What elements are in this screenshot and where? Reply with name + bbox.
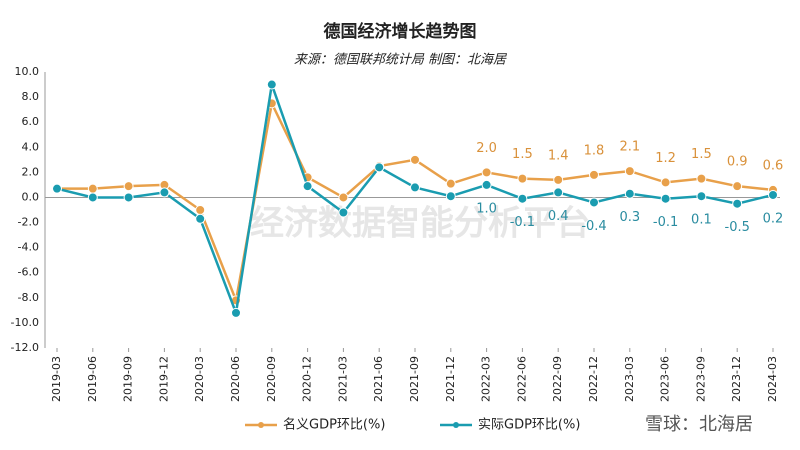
point: [338, 207, 349, 218]
value-label: 0.2: [763, 211, 784, 226]
value-label: 0.4: [548, 209, 569, 224]
y-tick-label: -4.0: [18, 241, 39, 254]
legend-marker: [258, 422, 264, 428]
point: [445, 178, 456, 189]
x-tick-label: 2023-06: [659, 356, 672, 402]
value-label: 1.2: [655, 151, 676, 166]
value-label: -0.4: [581, 219, 606, 234]
value-label: 0.6: [763, 158, 784, 173]
point: [660, 193, 671, 204]
y-tick-label: -10.0: [11, 316, 39, 329]
legend-label: 名义GDP环比(%): [283, 417, 385, 433]
x-tick-label: 2021-12: [444, 356, 457, 402]
point: [338, 192, 349, 203]
legend-marker: [453, 422, 459, 428]
point: [696, 191, 707, 202]
legend-label: 实际GDP环比(%): [478, 418, 580, 433]
x-tick-label: 2023-12: [730, 356, 743, 402]
point: [732, 181, 743, 192]
y-tick-label: 10.0: [15, 65, 40, 78]
point: [123, 181, 134, 192]
point: [410, 182, 420, 193]
value-label: 1.8: [584, 143, 605, 158]
point: [481, 167, 492, 178]
chart-title: 德国经济增长趋势图: [324, 21, 477, 42]
point: [660, 177, 671, 188]
value-label: 1.5: [512, 147, 533, 162]
point: [52, 183, 62, 194]
point: [195, 213, 206, 224]
chart-subtitle: 来源：德国联邦统计局 制图：北海居: [294, 53, 508, 68]
x-tick-label: 2023-09: [694, 356, 707, 402]
point: [87, 183, 98, 194]
point: [768, 189, 778, 200]
x-tick-label: 2021-03: [336, 356, 349, 402]
point: [589, 197, 599, 208]
value-label: 1.5: [691, 147, 712, 162]
y-tick-label: -2.0: [18, 216, 39, 229]
point: [553, 174, 564, 185]
x-tick-label: 2020-03: [193, 356, 206, 402]
value-label: 0.1: [691, 213, 712, 228]
y-tick-label: 6.0: [22, 115, 40, 128]
x-tick-label: 2019-03: [50, 356, 63, 402]
point: [445, 191, 456, 202]
point: [159, 187, 170, 198]
x-tick-label: 2020-09: [265, 356, 278, 402]
point: [266, 79, 277, 90]
value-label: 2.0: [476, 141, 497, 156]
x-tick-label: 2021-06: [372, 356, 385, 402]
value-label: 0.3: [619, 210, 640, 225]
value-label: -0.1: [510, 215, 535, 230]
point: [231, 307, 241, 318]
point: [589, 169, 599, 180]
point: [374, 162, 385, 173]
x-tick-label: 2019-06: [86, 356, 99, 402]
point: [123, 192, 134, 203]
y-tick-label: 0.0: [22, 190, 40, 203]
point: [553, 187, 564, 198]
value-label: 1.4: [548, 148, 569, 163]
y-tick-label: 8.0: [22, 90, 40, 103]
x-tick-label: 2019-09: [122, 356, 135, 402]
x-tick-label: 2022-12: [587, 356, 600, 402]
y-tick-label: -12.0: [11, 341, 39, 354]
point: [517, 193, 528, 204]
point: [195, 205, 206, 215]
x-tick-label: 2020-12: [301, 356, 314, 402]
x-tick-label: 2020-06: [229, 356, 242, 402]
y-tick-label: -6.0: [18, 266, 39, 279]
point: [696, 173, 707, 184]
point: [481, 179, 492, 190]
y-tick-label: 4.0: [22, 140, 40, 153]
value-label: 0.9: [727, 155, 748, 170]
x-tick-label: 2023-03: [623, 356, 636, 402]
watermark-source: 雪球：北海居: [645, 414, 753, 435]
point: [624, 166, 635, 177]
value-label: 2.1: [619, 140, 640, 155]
point: [302, 181, 313, 192]
point: [410, 154, 420, 165]
value-label: -0.5: [725, 220, 750, 235]
point: [624, 188, 635, 199]
value-label: -0.1: [653, 215, 678, 230]
point: [87, 192, 98, 203]
x-tick-label: 2019-12: [157, 356, 170, 402]
x-tick-label: 2024-03: [766, 356, 779, 402]
x-tick-label: 2022-06: [515, 356, 528, 402]
x-tick-label: 2021-09: [408, 356, 421, 402]
x-tick-label: 2022-03: [480, 356, 493, 402]
point: [732, 198, 743, 209]
x-tick-label: 2022-09: [551, 356, 564, 402]
point: [517, 173, 528, 184]
value-label: 1.0: [476, 201, 497, 216]
y-tick-label: 2.0: [22, 165, 40, 178]
y-tick-label: -8.0: [18, 291, 39, 304]
watermark: 经济数据智能分析平台: [250, 204, 590, 244]
